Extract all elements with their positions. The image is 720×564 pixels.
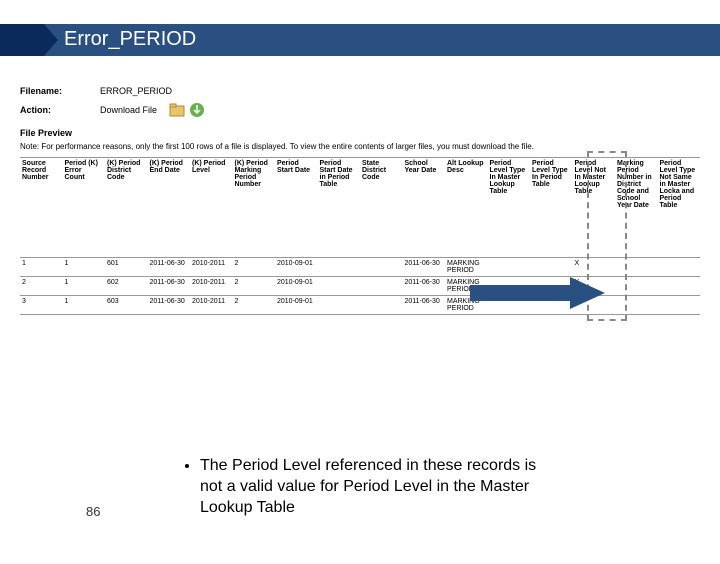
table-cell: [658, 258, 701, 277]
table-cell: 2011-06-30: [403, 296, 446, 315]
folder-icon[interactable]: [169, 102, 185, 118]
meta-action-row: Action: Download File: [20, 102, 720, 118]
bullet-text: The Period Level referenced in these rec…: [200, 456, 560, 518]
preview-note: Note: For performance reasons, only the …: [20, 142, 700, 151]
col-header: Period Level Type In Master Lookup Table: [488, 158, 531, 258]
table-cell: 2: [233, 296, 276, 315]
table-cell: 1: [20, 258, 63, 277]
file-preview-header: File Preview: [20, 128, 720, 138]
table-cell: 2010-2011: [190, 258, 233, 277]
action-label: Action:: [20, 105, 100, 115]
table-cell: [615, 277, 658, 296]
title-bar: Error_PERIOD: [0, 24, 720, 68]
col-header: Period Start Date in Period Table: [318, 158, 361, 258]
table-cell: [360, 277, 403, 296]
page-number: 86: [86, 504, 100, 519]
col-header: (K) Period District Code: [105, 158, 148, 258]
table-cell: 2011-06-30: [403, 258, 446, 277]
col-header: Period (K) Error Count: [63, 158, 106, 258]
col-header: School Year Date: [403, 158, 446, 258]
table-cell: 1: [63, 258, 106, 277]
page-title: Error_PERIOD: [64, 28, 196, 51]
title-chevron-icon: [0, 24, 60, 56]
table-cell: [360, 258, 403, 277]
table-cell: 603: [105, 296, 148, 315]
table-cell: [530, 258, 573, 277]
filename-value: ERROR_PERIOD: [100, 86, 172, 96]
table-cell: 2010-09-01: [275, 277, 318, 296]
col-header: Period Level Type Not Same in Master Loc…: [658, 158, 701, 258]
table-cell: 601: [105, 258, 148, 277]
table-cell: MARKING PERIOD: [445, 258, 488, 277]
table-cell: [615, 296, 658, 315]
action-value: Download File: [100, 105, 157, 115]
col-header: (K) Period Level: [190, 158, 233, 258]
table-cell: [318, 296, 361, 315]
table-cell: [318, 258, 361, 277]
table-cell: 2: [233, 277, 276, 296]
table-cell: 2: [233, 258, 276, 277]
meta-block: Filename: ERROR_PERIOD Action: Download …: [20, 86, 720, 118]
table-cell: 2011-06-30: [148, 277, 191, 296]
table-cell: 2011-06-30: [403, 277, 446, 296]
meta-filename-row: Filename: ERROR_PERIOD: [20, 86, 720, 96]
col-header: State District Code: [360, 158, 403, 258]
table-cell: 3: [20, 296, 63, 315]
table-cell: 1: [63, 296, 106, 315]
filename-label: Filename:: [20, 86, 100, 96]
table-cell: 2011-06-30: [148, 296, 191, 315]
download-icon[interactable]: [189, 102, 205, 118]
table-cell: [658, 296, 701, 315]
table-cell: [615, 258, 658, 277]
table-cell: 602: [105, 277, 148, 296]
table-cell: [488, 258, 531, 277]
table-cell: 2011-06-30: [148, 258, 191, 277]
table-cell: 2010-2011: [190, 296, 233, 315]
table-row: 116012011-06-302010-201122010-09-012011-…: [20, 258, 700, 277]
table-cell: 2010-09-01: [275, 258, 318, 277]
table-cell: [360, 296, 403, 315]
table-cell: [658, 277, 701, 296]
table-wrap: Source Record NumberPeriod (K) Error Cou…: [20, 157, 700, 315]
col-header: Source Record Number: [20, 158, 63, 258]
table-cell: 2: [20, 277, 63, 296]
bullet-list: The Period Level referenced in these rec…: [180, 456, 560, 518]
table-cell: 1: [63, 277, 106, 296]
table-cell: 2010-2011: [190, 277, 233, 296]
col-header: Period Level Not In Master Lookup Table: [573, 158, 616, 258]
col-header: Marking Period Number in District Code a…: [615, 158, 658, 258]
col-header: Period Start Date: [275, 158, 318, 258]
table-cell: X: [573, 258, 616, 277]
arrow-icon: [470, 277, 610, 317]
col-header: Alt Lookup Desc: [445, 158, 488, 258]
col-header: (K) Period Marking Period Number: [233, 158, 276, 258]
col-header: Period Level Type In Period Table: [530, 158, 573, 258]
table-cell: 2010-09-01: [275, 296, 318, 315]
col-header: (K) Period End Date: [148, 158, 191, 258]
table-cell: [318, 277, 361, 296]
